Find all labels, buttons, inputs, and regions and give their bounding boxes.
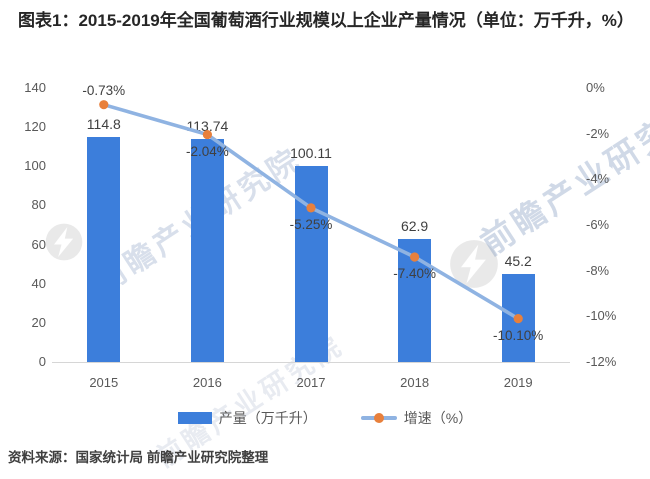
growth-value-label: -10.10% xyxy=(493,327,544,343)
growth-value-label: -7.40% xyxy=(393,265,436,281)
legend-item-growth: 增速（%） xyxy=(360,408,473,428)
x-axis-tick: 2019 xyxy=(503,375,533,390)
x-axis-tick: 2018 xyxy=(400,375,430,390)
qianzhan-logo-icon xyxy=(44,222,84,262)
y-axis-tick-right: -4% xyxy=(586,171,610,187)
bar-value-label: 100.11 xyxy=(290,145,332,162)
marker-dot-icon xyxy=(373,413,384,423)
growth-value-label: -0.73% xyxy=(82,82,126,98)
bar-value-label: 62.9 xyxy=(400,217,429,234)
line-swatch-icon xyxy=(360,413,397,423)
bar-value-label: 114.8 xyxy=(86,116,121,133)
y-axis-tick-right: -8% xyxy=(586,262,610,278)
y-axis-tick-left: 20 xyxy=(31,314,46,330)
y-axis-tick-left: 120 xyxy=(24,119,46,135)
growth-value-label: -2.04% xyxy=(186,143,229,159)
y-axis-tick-left: 80 xyxy=(31,197,46,213)
legend-label: 增速（%） xyxy=(403,410,473,426)
y-axis-tick-right: -6% xyxy=(586,217,610,232)
bar-swatch-icon xyxy=(177,412,212,424)
production-bar xyxy=(190,139,224,362)
y-axis-tick-left: 0 xyxy=(38,354,46,369)
source-note: 资料来源：国家统计局 前瞻产业研究院整理 xyxy=(8,450,269,465)
chart-title: 图表1：2015-2019年全国葡萄酒行业规模以上企业产量情况（单位：万千升，%… xyxy=(18,11,634,30)
legend-label: 产量（万千升） xyxy=(218,410,317,426)
qianzhan-logo-icon xyxy=(448,238,500,290)
legend: 产量（万千升） 增速（%） xyxy=(0,408,650,428)
x-axis-tick: 2015 xyxy=(89,375,119,390)
legend-item-production: 产量（万千升） xyxy=(177,408,317,428)
y-axis-tick-right: -2% xyxy=(586,125,610,141)
y-axis-tick-right: 0% xyxy=(586,80,605,95)
y-axis-tick-left: 60 xyxy=(31,236,46,252)
x-axis-tick: 2016 xyxy=(192,375,222,390)
y-axis-tick-right: -10% xyxy=(586,308,617,324)
y-axis-tick-right: -12% xyxy=(586,354,617,369)
x-axis-line xyxy=(52,362,570,363)
x-axis-tick: 2017 xyxy=(296,375,326,390)
bar-value-label: 45.2 xyxy=(504,252,532,269)
y-axis-tick-left: 100 xyxy=(24,158,46,174)
production-bar xyxy=(87,137,121,362)
y-axis-tick-left: 140 xyxy=(24,80,46,95)
growth-value-label: -5.25% xyxy=(289,216,333,232)
y-axis-tick-left: 40 xyxy=(31,275,46,291)
